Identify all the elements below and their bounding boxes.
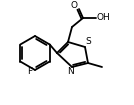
Text: O: O (70, 1, 77, 11)
Text: OH: OH (96, 12, 110, 22)
Text: F: F (27, 68, 33, 77)
Text: S: S (85, 37, 91, 47)
Text: N: N (68, 66, 74, 75)
